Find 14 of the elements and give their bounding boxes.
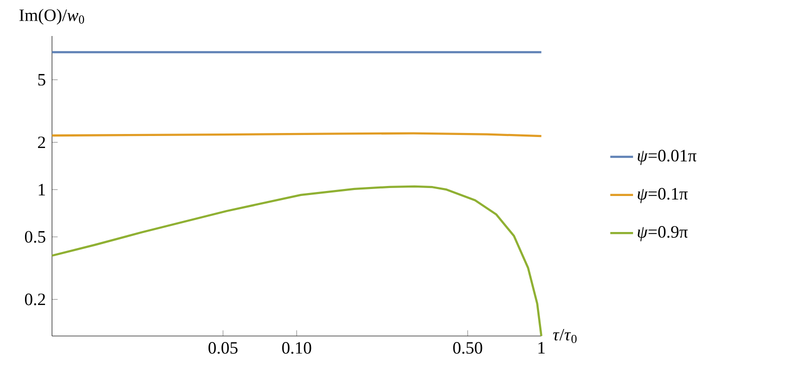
x-tick-label: 1 — [538, 342, 545, 354]
y-tick-label: 1 — [38, 184, 45, 196]
x-tick-label: 0.05 — [208, 342, 238, 354]
y-tick-label: 0.2 — [24, 294, 46, 306]
y-tick-label: 5 — [38, 74, 46, 86]
legend-label: ψ=0.01π — [638, 150, 696, 166]
x-axis-title: τ/τ$_{0}$ — [553, 328, 577, 344]
y-tick-label: 2 — [38, 136, 46, 148]
x-tick-label: 0.10 — [282, 342, 312, 354]
legend-label: ψ=0.1π — [638, 188, 688, 204]
y-axis-title: Im(O)/w$_{0}$ — [19, 8, 84, 25]
legend-label: ψ=0.9π — [638, 226, 688, 242]
x-tick-label: 0.50 — [453, 342, 482, 354]
y-tick-label: 0.5 — [24, 231, 46, 243]
